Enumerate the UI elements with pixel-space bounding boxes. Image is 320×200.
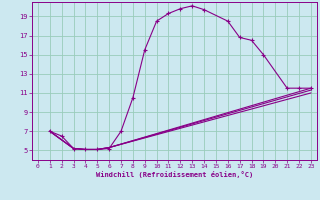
X-axis label: Windchill (Refroidissement éolien,°C): Windchill (Refroidissement éolien,°C) [96,171,253,178]
